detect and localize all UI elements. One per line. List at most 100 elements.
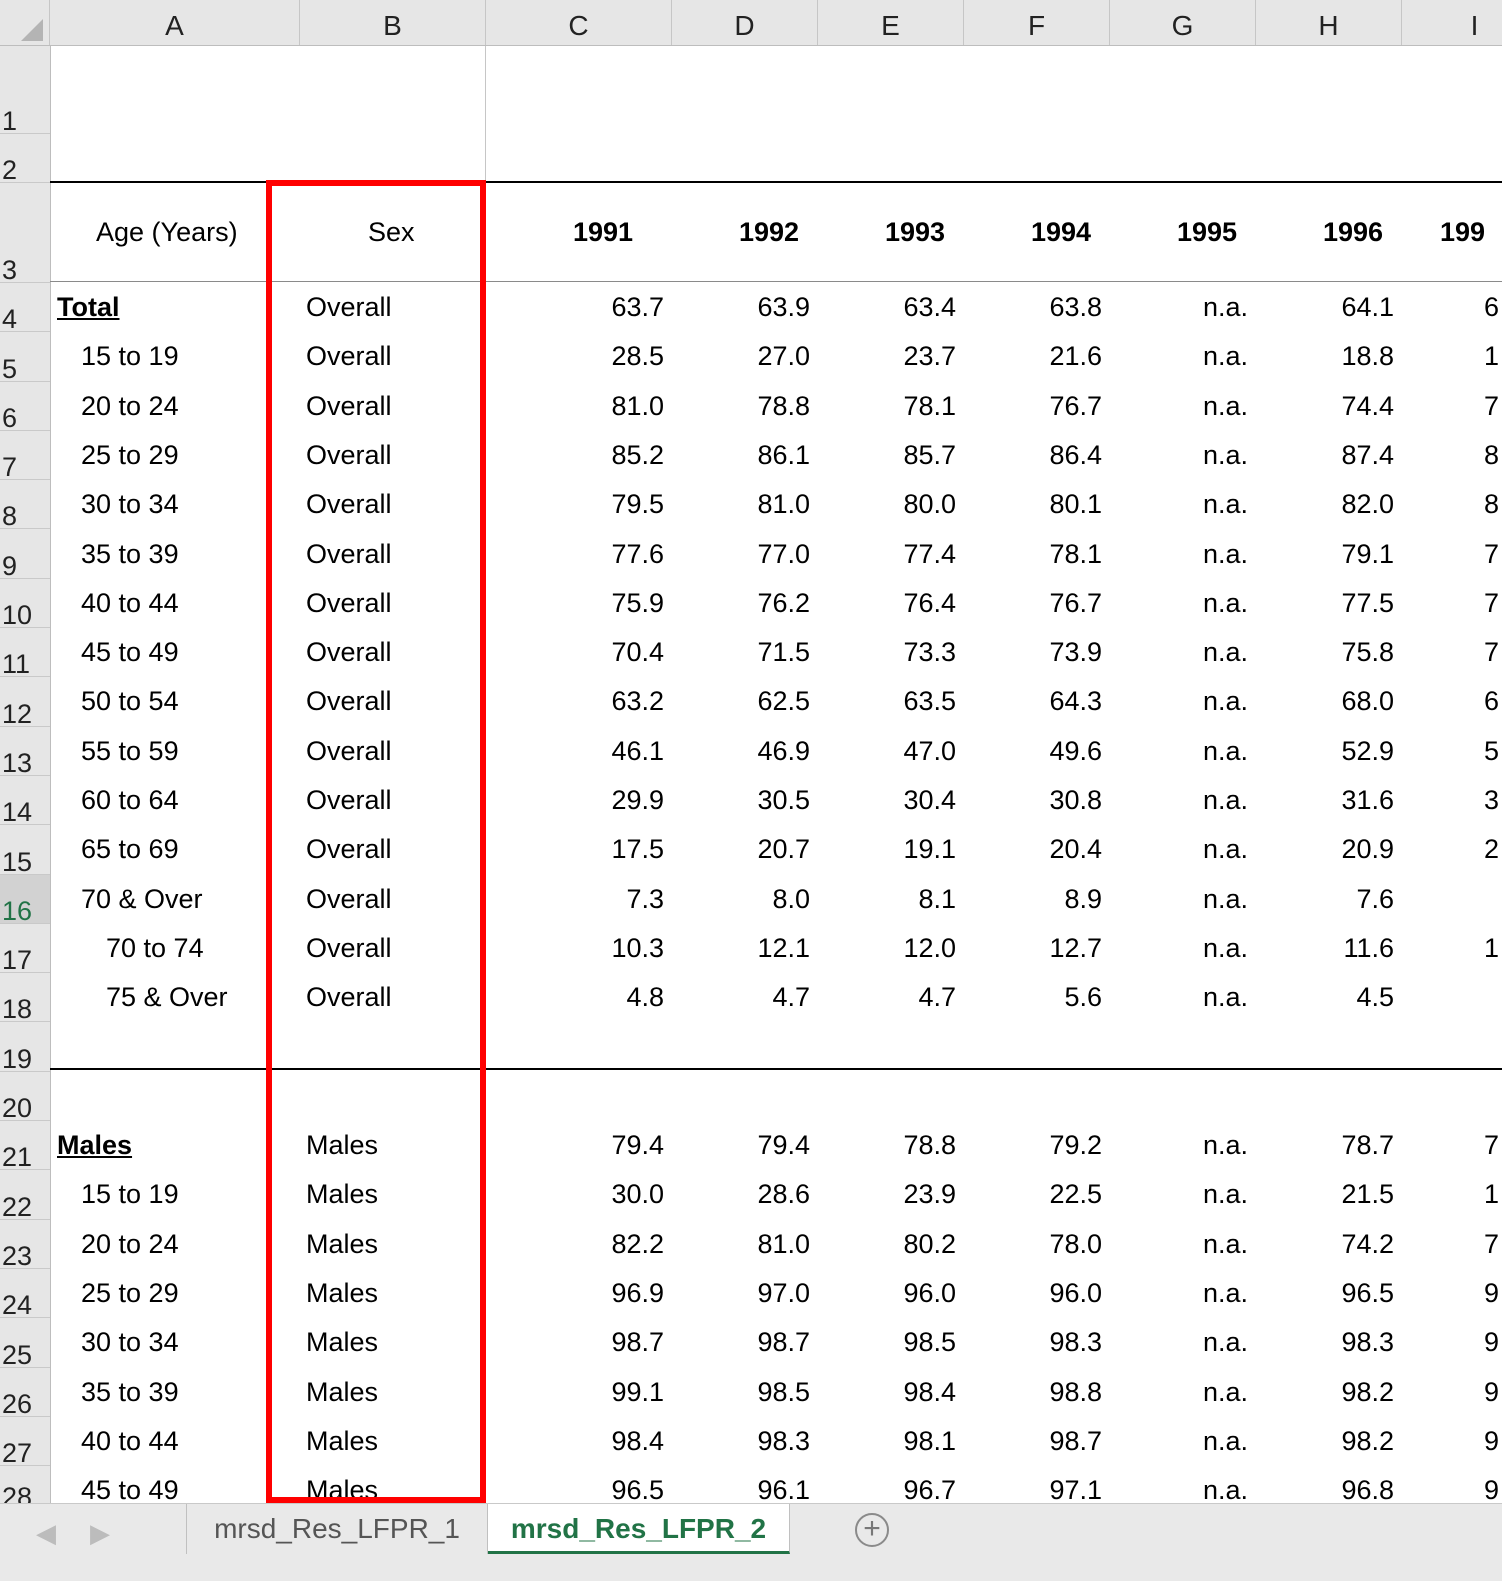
row-header-21[interactable]: 21 [0,1121,50,1172]
value-cell-i-clipped[interactable]: 9 [1484,1278,1500,1308]
row-header-25[interactable]: 25 [0,1318,50,1370]
value-cell-c[interactable]: 99.1 [611,1376,664,1407]
age-group-label[interactable]: 50 to 54 [81,686,179,717]
row-header-24[interactable]: 24 [0,1269,50,1320]
sex-cell[interactable]: Overall [306,932,392,963]
sex-cell[interactable]: Overall [306,341,392,372]
value-cell-c[interactable]: 81.0 [611,390,664,421]
value-cell-c[interactable]: 17.5 [611,834,664,865]
value-cell-d[interactable]: 46.9 [757,735,810,766]
age-group-label[interactable]: 35 to 39 [81,538,179,569]
value-cell-e[interactable]: 73.3 [903,637,956,668]
value-cell-g[interactable]: n.a. [1202,735,1248,766]
sex-cell[interactable]: Males [306,1130,379,1161]
row-header-5[interactable]: 5 [0,332,50,384]
value-cell-d[interactable]: 63.9 [757,292,810,322]
value-cell-e[interactable]: 12.0 [903,932,956,963]
value-cell-f[interactable]: 49.6 [1049,735,1102,766]
value-cell-g[interactable]: n.a. [1202,686,1248,717]
value-cell-f[interactable]: 12.7 [1049,932,1102,963]
column-header-b[interactable]: B [300,0,486,45]
value-cell-c[interactable]: 7.3 [626,883,664,914]
value-cell-h[interactable]: 87.4 [1341,439,1394,470]
row-header-16[interactable]: 16 [0,874,50,926]
age-group-label[interactable]: 15 to 19 [81,341,179,372]
value-cell-d[interactable]: 71.5 [757,637,810,668]
value-cell-i-clipped[interactable]: 1 [1484,341,1500,372]
value-cell-e[interactable]: 85.7 [903,439,956,470]
value-cell-f[interactable]: 64.3 [1049,686,1102,717]
value-cell-f[interactable]: 97.1 [1049,1475,1102,1506]
value-cell-c[interactable]: 29.9 [611,785,664,815]
sex-cell[interactable]: Overall [306,292,392,322]
value-cell-e[interactable]: 96.7 [903,1475,956,1506]
value-cell-h[interactable]: 4.5 [1356,982,1394,1013]
row-header-10[interactable]: 10 [0,579,50,630]
header-year-e[interactable]: 1993 [884,217,946,247]
age-group-label[interactable]: 75 & Over [106,982,228,1013]
value-cell-f[interactable]: 73.9 [1049,637,1102,668]
value-cell-i-clipped[interactable]: 1 [1484,932,1500,963]
value-cell-c[interactable]: 4.8 [626,982,664,1013]
prev-sheet-arrow-icon[interactable]: ◀ [36,1518,56,1548]
value-cell-f[interactable]: 78.1 [1049,538,1102,569]
value-cell-f[interactable]: 22.5 [1049,1179,1102,1210]
value-cell-d[interactable]: 4.7 [772,982,810,1013]
value-cell-i-clipped[interactable]: 1 [1484,1179,1500,1210]
value-cell-h[interactable]: 75.8 [1341,637,1394,668]
column-header-g[interactable]: G [1110,0,1256,45]
value-cell-i-clipped[interactable]: 7 [1484,538,1500,569]
sex-cell[interactable]: Overall [306,489,392,520]
sheet-tab-lfpr-1[interactable]: mrsd_Res_LFPR_1 [186,1504,488,1554]
value-cell-g[interactable]: n.a. [1202,785,1248,815]
value-cell-h[interactable]: 31.6 [1341,785,1394,815]
value-cell-e[interactable]: 8.1 [918,883,956,914]
value-cell-e[interactable]: 80.2 [903,1228,956,1259]
value-cell-f[interactable]: 30.8 [1049,785,1102,815]
sex-cell[interactable]: Overall [306,735,392,766]
value-cell-f[interactable]: 98.7 [1049,1425,1102,1456]
value-cell-f[interactable]: 76.7 [1049,390,1102,421]
value-cell-h[interactable]: 98.2 [1341,1425,1394,1456]
header-year-i[interactable]: 199 [1440,217,1486,247]
value-cell-g[interactable]: n.a. [1202,538,1248,569]
value-cell-d[interactable]: 86.1 [757,439,810,470]
value-cell-c[interactable]: 77.6 [611,538,664,569]
add-sheet-plus-icon[interactable]: + [855,1513,889,1547]
value-cell-i-clipped[interactable]: 8 [1484,489,1500,520]
row-header-22[interactable]: 22 [0,1170,50,1222]
value-cell-g[interactable]: n.a. [1202,1278,1248,1308]
value-cell-h[interactable]: 82.0 [1341,489,1394,520]
row-header-4[interactable]: 4 [0,283,50,334]
value-cell-f[interactable]: 78.0 [1049,1228,1102,1259]
header-year-f[interactable]: 1994 [1030,217,1092,247]
sex-cell[interactable]: Overall [306,637,392,668]
value-cell-g[interactable]: n.a. [1202,489,1248,520]
value-cell-h[interactable]: 21.5 [1341,1179,1394,1210]
sex-cell[interactable]: Males [306,1228,379,1259]
value-cell-h[interactable]: 77.5 [1341,587,1394,618]
sex-cell[interactable]: Overall [306,538,392,569]
age-group-label[interactable]: 45 to 49 [81,637,179,668]
age-group-label[interactable]: 25 to 29 [81,1278,179,1308]
value-cell-i-clipped[interactable]: 7 [1484,390,1500,421]
value-cell-h[interactable]: 96.8 [1341,1475,1394,1506]
sex-cell[interactable]: Overall [306,439,392,470]
value-cell-d[interactable]: 81.0 [757,489,810,520]
value-cell-g[interactable]: n.a. [1202,1376,1248,1407]
sex-cell[interactable]: Overall [306,834,392,865]
value-cell-e[interactable]: 63.5 [903,686,956,717]
value-cell-g[interactable]: n.a. [1202,834,1248,865]
value-cell-c[interactable]: 85.2 [611,439,664,470]
row-header-19[interactable]: 19 [0,1023,50,1074]
value-cell-g[interactable]: n.a. [1202,1425,1248,1456]
value-cell-h[interactable]: 64.1 [1341,292,1394,322]
value-cell-f[interactable]: 98.3 [1049,1327,1102,1358]
value-cell-g[interactable]: n.a. [1202,932,1248,963]
value-cell-h[interactable]: 74.4 [1341,390,1394,421]
value-cell-i-clipped[interactable]: 9 [1484,1376,1500,1407]
sex-cell[interactable]: Overall [306,883,392,914]
value-cell-e[interactable]: 96.0 [903,1278,956,1308]
value-cell-i-clipped[interactable]: 7 [1484,1130,1500,1161]
section-label[interactable]: Males [57,1130,133,1161]
